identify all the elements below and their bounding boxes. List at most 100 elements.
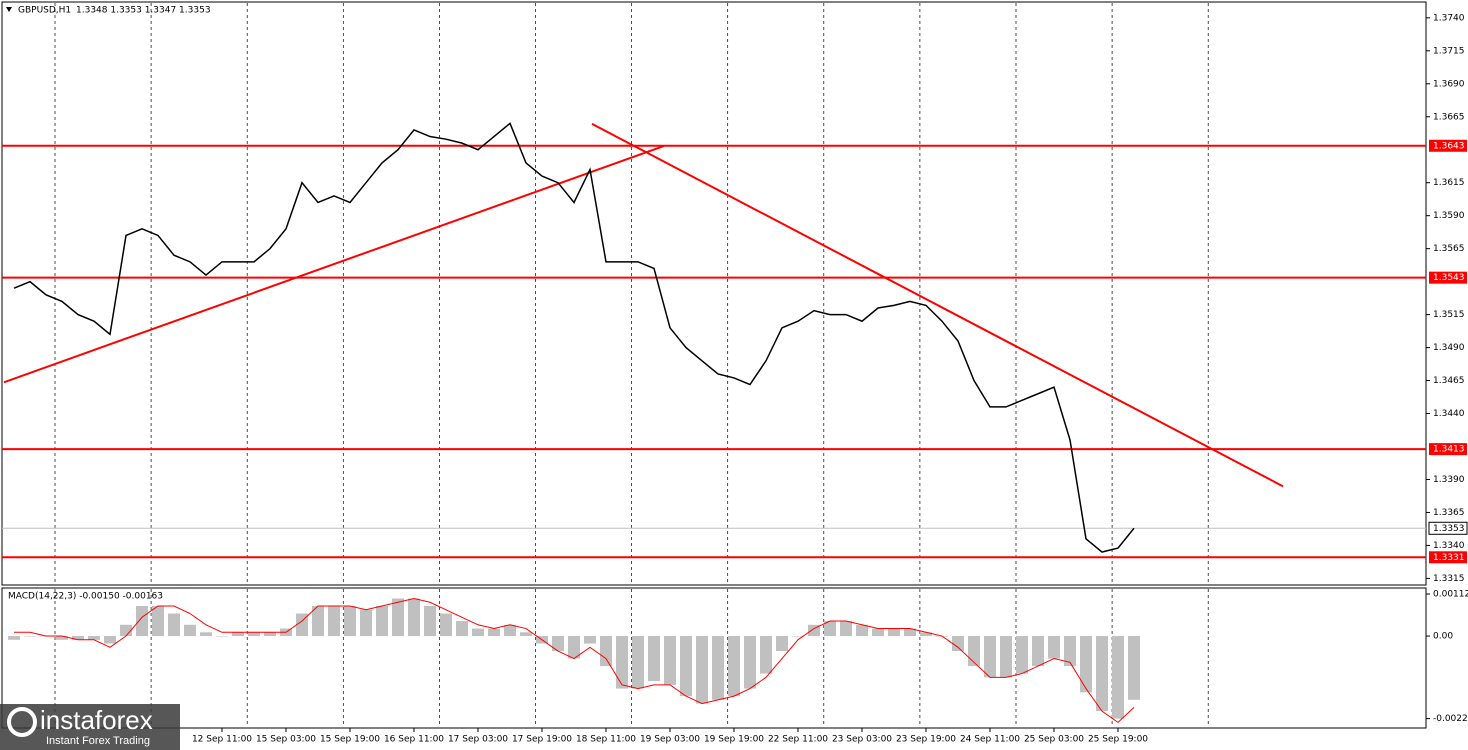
macd-bar bbox=[1112, 636, 1124, 719]
x-tick-label: 25 Sep 03:00 bbox=[1024, 735, 1084, 745]
y-tick-label: 0.00 bbox=[1433, 632, 1453, 642]
macd-bar bbox=[392, 598, 404, 637]
price-panel bbox=[1, 1, 1427, 586]
y-tick-label: 1.3665 bbox=[1433, 112, 1465, 122]
macd-bar bbox=[1016, 636, 1028, 674]
macd-title: MACD(14,22,3) -0.00150 -0.00163 bbox=[8, 592, 163, 602]
macd-bar bbox=[552, 636, 564, 652]
macd-bar bbox=[888, 628, 900, 637]
level-label: 1.3331 bbox=[1433, 553, 1465, 563]
macd-bar bbox=[408, 598, 420, 637]
macd-bar bbox=[520, 632, 532, 637]
current-price-label: 1.3353 bbox=[1433, 524, 1465, 534]
x-tick-label: 12 Sep 11:00 bbox=[192, 735, 252, 745]
macd-bar bbox=[1048, 636, 1060, 659]
macd-bar bbox=[360, 609, 372, 637]
logo-brand: instaforex bbox=[40, 705, 153, 735]
macd-bar bbox=[488, 628, 500, 637]
x-tick-label: 18 Sep 11:00 bbox=[576, 735, 636, 745]
macd-bar bbox=[168, 613, 180, 637]
macd-bar bbox=[568, 636, 580, 659]
ohlc: 1.3348 1.3353 1.3347 1.3353 bbox=[76, 6, 211, 16]
macd-bar bbox=[344, 606, 356, 637]
y-tick-label: 1.3365 bbox=[1433, 508, 1465, 518]
y-tick-label: 1.3590 bbox=[1433, 211, 1465, 221]
macd-bar bbox=[664, 636, 676, 685]
level-box bbox=[1429, 139, 1467, 152]
macd-bar bbox=[472, 628, 484, 637]
x-tick-label: 25 Sep 19:00 bbox=[1088, 735, 1148, 745]
x-tick-label: 23 Sep 03:00 bbox=[832, 735, 892, 745]
x-tick-label: 19 Sep 19:00 bbox=[704, 735, 764, 745]
macd-bar bbox=[1096, 636, 1108, 712]
y-tick-label: 1.3315 bbox=[1433, 574, 1465, 584]
macd-bar bbox=[216, 636, 228, 637]
level-label: 1.3413 bbox=[1433, 445, 1465, 455]
macd-bar bbox=[696, 636, 708, 704]
x-tick-label: 23 Sep 19:00 bbox=[896, 735, 956, 745]
y-tick-label: 1.3740 bbox=[1433, 13, 1465, 23]
macd-bar bbox=[920, 632, 932, 637]
macd-bar bbox=[312, 606, 324, 637]
macd-bar bbox=[184, 624, 196, 637]
macd-bar bbox=[792, 636, 804, 637]
trendline bbox=[3, 144, 665, 384]
dropdown-icon[interactable] bbox=[6, 7, 12, 12]
macd-bar bbox=[264, 632, 276, 637]
macd-bar bbox=[776, 636, 788, 652]
macd-bar bbox=[904, 628, 916, 637]
macd-bar bbox=[952, 636, 964, 652]
y-tick-label: 1.3440 bbox=[1433, 409, 1465, 419]
trendline bbox=[591, 122, 1284, 488]
macd-bar bbox=[1128, 636, 1140, 700]
y-tick-label: 1.3340 bbox=[1433, 541, 1465, 551]
macd-bar bbox=[424, 606, 436, 637]
x-tick-label: 24 Sep 11:00 bbox=[960, 735, 1020, 745]
macd-signal bbox=[14, 597, 1135, 724]
macd-bar bbox=[840, 621, 852, 637]
x-tick-label: 16 Sep 11:00 bbox=[384, 735, 444, 745]
x-tick-label: 22 Sep 11:00 bbox=[768, 735, 828, 745]
macd-bar bbox=[376, 606, 388, 637]
macd-bar bbox=[616, 636, 628, 689]
y-tick-label: 0.00112 bbox=[1433, 590, 1468, 600]
macd-bar bbox=[600, 636, 612, 667]
macd-bar bbox=[760, 636, 772, 674]
macd-bar bbox=[744, 636, 756, 689]
symbol: GBPUSD,H1 bbox=[18, 6, 71, 16]
logo-tagline: Instant Forex Trading bbox=[46, 735, 150, 747]
macd-bar bbox=[632, 636, 644, 689]
y-tick-label: 1.3715 bbox=[1433, 46, 1465, 56]
macd-bar bbox=[808, 624, 820, 637]
y-tick-label: 1.3490 bbox=[1433, 343, 1465, 353]
macd-bar bbox=[8, 636, 20, 640]
macd-bar bbox=[1032, 636, 1044, 667]
level-box bbox=[1429, 443, 1467, 456]
macd-bar bbox=[72, 636, 84, 640]
x-tick-label: 15 Sep 19:00 bbox=[320, 735, 380, 745]
level-label: 1.3543 bbox=[1433, 273, 1465, 283]
macd-bar bbox=[968, 636, 980, 667]
x-tick-label: 17 Sep 03:00 bbox=[448, 735, 508, 745]
macd-bar bbox=[728, 636, 740, 697]
macd-bar bbox=[232, 632, 244, 637]
macd-bar bbox=[328, 606, 340, 637]
macd-bar bbox=[56, 636, 68, 640]
macd-bar bbox=[88, 636, 100, 640]
macd-bar bbox=[824, 621, 836, 637]
macd-bar bbox=[24, 636, 36, 637]
macd-bar bbox=[680, 636, 692, 697]
y-tick-label: 1.3390 bbox=[1433, 475, 1465, 485]
y-tick-label: 1.3465 bbox=[1433, 376, 1465, 386]
y-tick-label: 1.3690 bbox=[1433, 79, 1465, 89]
macd-bar bbox=[296, 613, 308, 637]
macd-bar bbox=[1000, 636, 1012, 678]
macd-bar bbox=[120, 624, 132, 637]
macd-bar bbox=[648, 636, 660, 682]
x-tick-label: 15 Sep 03:00 bbox=[256, 735, 316, 745]
macd-bar bbox=[872, 628, 884, 637]
macd-bar bbox=[248, 632, 260, 637]
level-box bbox=[1429, 271, 1467, 284]
x-tick-label: 17 Sep 19:00 bbox=[512, 735, 572, 745]
